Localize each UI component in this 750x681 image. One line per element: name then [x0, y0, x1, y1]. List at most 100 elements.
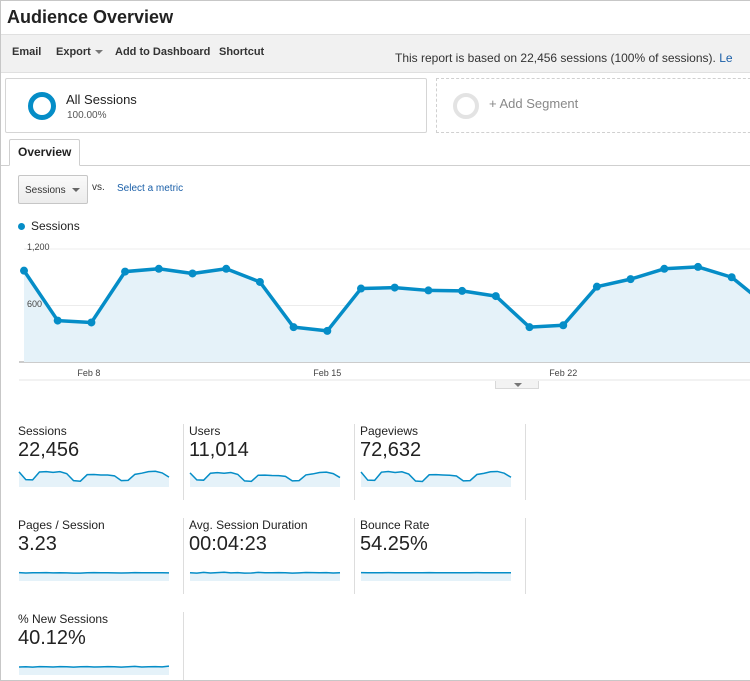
tile-divider: [354, 424, 355, 500]
sparkline: [18, 571, 170, 581]
tile-divider: [525, 518, 526, 594]
sparkline: [189, 471, 341, 487]
x-tick-label: Feb 15: [313, 368, 342, 378]
data-point[interactable]: [694, 262, 702, 271]
legend-dot-icon: [18, 223, 25, 231]
sparkline-area: [19, 471, 169, 487]
tab-overview[interactable]: Overview: [9, 139, 81, 166]
chart-legend: Sessions: [18, 219, 80, 233]
data-point[interactable]: [255, 277, 264, 286]
sparkline-area: [361, 572, 511, 581]
empty-segment-ring-icon: [453, 93, 479, 119]
tile-divider: [183, 518, 184, 594]
data-point[interactable]: [154, 264, 163, 273]
export-button[interactable]: Export: [56, 46, 103, 58]
tile-divider: [525, 424, 526, 500]
data-point[interactable]: [458, 286, 467, 295]
sparkline: [189, 571, 341, 581]
sparkline: [360, 571, 512, 581]
chevron-down-icon: [94, 50, 103, 55]
metric-tile[interactable]: Pages / Session 3.23: [18, 518, 184, 598]
metric-label: Users: [189, 424, 221, 438]
sampling-info-text: This report is based on 22,456 sessions …: [395, 51, 716, 65]
metric-select-value: Sessions: [25, 185, 66, 196]
metric-value: 40.12%: [18, 627, 86, 649]
metric-label: Pageviews: [360, 424, 419, 438]
y-tick-label: 1,200: [27, 242, 50, 252]
learn-more-link[interactable]: Le: [719, 51, 733, 65]
sparkline: [18, 470, 170, 487]
email-button[interactable]: Email: [12, 46, 42, 58]
metric-value: 3.23: [18, 533, 57, 555]
sparkline-line: [360, 470, 512, 483]
data-point[interactable]: [592, 282, 601, 291]
sparkline-line: [189, 471, 341, 483]
data-point[interactable]: [525, 323, 534, 332]
metric-value: 22,456: [18, 439, 80, 461]
sparkline-line: [18, 571, 170, 574]
segment-all-sessions[interactable]: All Sessions 100.00%: [5, 78, 427, 133]
data-point[interactable]: [559, 321, 568, 330]
export-label: Export: [56, 46, 91, 58]
tab-divider: [1, 165, 750, 166]
metric-value: 11,014: [189, 439, 249, 461]
data-point[interactable]: [491, 292, 500, 301]
sampling-info: This report is based on 22,456 sessions …: [395, 51, 733, 65]
sessions-area: [24, 266, 750, 362]
metric-label: Pages / Session: [18, 518, 105, 532]
chart-collapse-handle[interactable]: [495, 381, 539, 389]
segment-name: All Sessions: [66, 92, 137, 107]
add-segment-label: + Add Segment: [489, 96, 579, 111]
sparkline: [360, 470, 512, 487]
y-tick-label: 600: [27, 298, 43, 309]
page-title: Audience Overview: [7, 7, 174, 27]
report-toolbar: Email Export Add to Dashboard Shortcut T…: [1, 34, 750, 73]
sessions-chart: [19, 248, 750, 381]
sparkline: [18, 665, 170, 675]
chevron-down-icon: [514, 383, 522, 387]
metric-tile[interactable]: Sessions 22,456: [18, 424, 184, 504]
sparkline-area: [361, 471, 511, 487]
data-point[interactable]: [222, 264, 231, 273]
data-point[interactable]: [188, 269, 197, 278]
data-point[interactable]: [20, 266, 28, 275]
metric-label: Bounce Rate: [360, 518, 430, 532]
metric-tile[interactable]: Avg. Session Duration 00:04:23: [189, 518, 355, 598]
metric-tile[interactable]: Bounce Rate 54.25%: [360, 518, 526, 598]
x-tick-label: Feb 22: [549, 368, 578, 378]
data-point[interactable]: [289, 323, 298, 332]
sparkline-line: [18, 665, 170, 668]
sparkline-area: [190, 572, 340, 581]
shortcut-button[interactable]: Shortcut: [219, 46, 265, 58]
metric-tile[interactable]: Users 11,014: [189, 424, 355, 504]
tile-divider: [183, 612, 184, 680]
data-point[interactable]: [53, 316, 62, 325]
data-point[interactable]: [323, 326, 332, 335]
add-to-dashboard-button[interactable]: Add to Dashboard: [115, 46, 211, 58]
metric-tile[interactable]: Pageviews 72,632: [360, 424, 526, 504]
sparkline-area: [19, 666, 169, 675]
data-point[interactable]: [660, 264, 669, 273]
data-point[interactable]: [87, 318, 96, 327]
data-point[interactable]: [424, 286, 433, 295]
metric-label: Avg. Session Duration: [189, 518, 308, 532]
metric-select[interactable]: Sessions: [18, 175, 88, 204]
data-point[interactable]: [390, 283, 399, 292]
data-point[interactable]: [357, 284, 365, 293]
add-segment-button[interactable]: + Add Segment: [436, 78, 750, 133]
select-metric-link[interactable]: Select a metric: [117, 183, 184, 194]
segment-ring-icon: [28, 92, 56, 120]
metric-value: 72,632: [360, 439, 422, 461]
metric-label: Sessions: [18, 424, 67, 438]
sparkline-area: [19, 572, 169, 581]
data-point[interactable]: [626, 275, 635, 284]
x-tick-label: Feb 8: [77, 368, 101, 378]
tile-divider: [183, 424, 184, 500]
chevron-down-icon: [72, 188, 80, 192]
data-point[interactable]: [121, 267, 130, 276]
metric-tile[interactable]: % New Sessions 40.12%: [18, 612, 184, 680]
data-point[interactable]: [727, 273, 736, 282]
metric-value: 54.25%: [360, 533, 428, 555]
sparkline-line: [189, 571, 341, 574]
